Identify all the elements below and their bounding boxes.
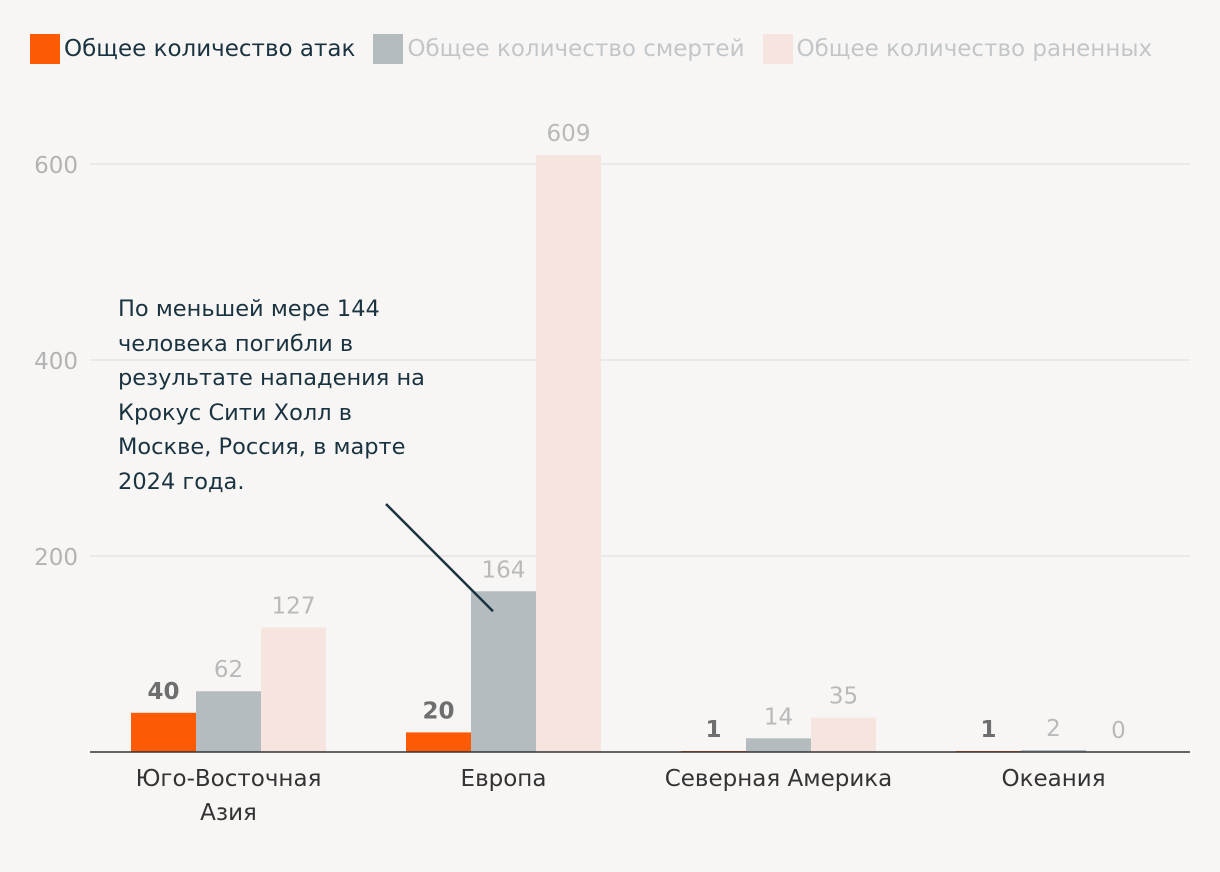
y-tick-label: 400: [34, 349, 78, 375]
x-tick-label: Европа: [461, 766, 547, 792]
data-label: 609: [547, 121, 591, 147]
legend-swatch-attacks: [30, 34, 60, 64]
x-tick-label: Юго-Восточная: [136, 766, 322, 792]
bar: [536, 155, 601, 752]
bar: [746, 738, 811, 752]
data-label: 1: [705, 717, 721, 743]
data-label: 1: [980, 717, 996, 743]
data-label: 0: [1111, 718, 1126, 744]
bar: [196, 691, 261, 752]
legend-swatch-deaths: [373, 34, 404, 64]
bar: [406, 732, 471, 752]
x-tick-label: Океания: [1001, 766, 1105, 792]
annotation-leader-line: [385, 503, 494, 613]
data-label: 14: [764, 704, 793, 730]
bar: [131, 712, 196, 752]
legend-item-injured[interactable]: Общее количество раненных: [762, 34, 1153, 64]
legend-item-attacks[interactable]: Общее количество атак: [30, 34, 355, 64]
bar: [1021, 750, 1086, 752]
y-tick-label: 600: [34, 153, 78, 179]
bar: [471, 591, 536, 752]
bar: [261, 627, 326, 752]
x-tick-label: Северная Америка: [665, 766, 893, 792]
data-label: 164: [482, 557, 526, 583]
legend-swatch-injured: [762, 34, 793, 64]
data-label: 40: [147, 679, 179, 705]
legend-label-deaths: Общее количество смертей: [407, 36, 745, 62]
data-label: 127: [272, 594, 316, 620]
y-tick-label: 200: [34, 545, 78, 571]
bar: [811, 717, 876, 752]
data-label: 62: [214, 657, 243, 683]
legend: Общее количество атак Общее количество с…: [30, 34, 1170, 64]
data-label: 2: [1046, 716, 1061, 742]
legend-label-injured: Общее количество раненных: [796, 36, 1153, 62]
data-label: 20: [422, 698, 454, 724]
annotation-text: По меньшей мере 144 человека погибли в р…: [118, 296, 425, 495]
legend-item-deaths[interactable]: Общее количество смертей: [373, 34, 745, 64]
data-label: 35: [829, 684, 858, 710]
x-tick-label: Азия: [200, 800, 257, 826]
legend-label-attacks: Общее количество атак: [64, 36, 356, 62]
